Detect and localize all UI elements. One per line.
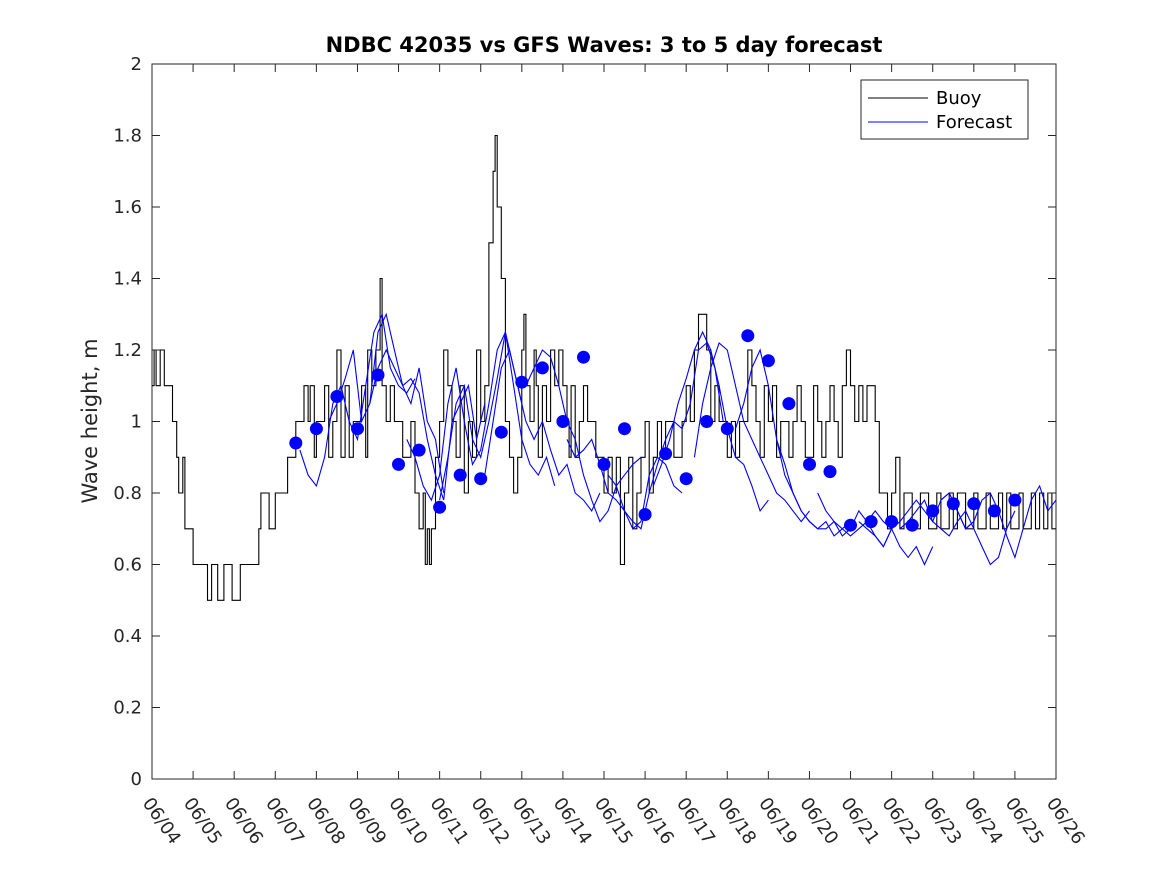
legend-forecast-label: Forecast xyxy=(936,112,1012,133)
legend-box xyxy=(860,79,1029,140)
y-tick-label: 0 xyxy=(131,769,142,790)
forecast-point xyxy=(392,457,405,471)
forecast-point xyxy=(782,397,796,411)
forecast-point xyxy=(864,515,878,529)
forecast-point xyxy=(289,436,303,450)
forecast-point xyxy=(946,497,960,511)
forecast-point xyxy=(844,518,857,532)
forecast-series-line xyxy=(299,312,416,488)
y-tick-label: 0.2 xyxy=(113,698,142,719)
forecast-point xyxy=(741,329,755,343)
y-axis-label: Wave height, m xyxy=(78,338,102,503)
forecast-point xyxy=(597,457,611,471)
forecast-point xyxy=(905,518,919,532)
forecast-point xyxy=(433,500,447,514)
forecast-point xyxy=(720,422,734,436)
forecast-point xyxy=(885,515,899,529)
y-tick-label: 1.4 xyxy=(113,269,142,290)
forecast-point xyxy=(371,368,385,382)
y-axis: 0 0.2 0.4 0.6 0.8 1 1.2 1.4 1.6 1.8 2 xyxy=(113,54,1056,790)
forecast-point xyxy=(659,447,673,461)
forecast-series-line xyxy=(817,492,934,566)
forecast-point xyxy=(761,354,775,368)
forecast-series-line xyxy=(525,349,642,523)
forecast-point xyxy=(515,375,529,389)
forecast-point xyxy=(700,415,714,428)
forecast-series-line xyxy=(693,341,810,523)
forecast-point xyxy=(926,504,940,518)
y-tick-label: 1.2 xyxy=(113,340,142,361)
forecast-point xyxy=(577,350,590,364)
forecast-point xyxy=(679,472,693,486)
y-tick-label: 1.8 xyxy=(113,126,142,147)
forecast-point xyxy=(351,422,364,436)
y-tick-label: 1.6 xyxy=(113,197,142,218)
y-tick-label: 1 xyxy=(131,412,142,433)
chart-title: NDBC 42035 vs GFS Waves: 3 to 5 day fore… xyxy=(326,33,883,57)
forecast-point xyxy=(453,468,467,482)
forecast-point xyxy=(474,472,488,486)
forecast-point xyxy=(618,422,631,436)
forecast-series-line xyxy=(439,332,556,501)
legend: Buoy Forecast xyxy=(860,79,1029,140)
forecast-point xyxy=(330,390,344,403)
forecast-point xyxy=(987,504,1001,518)
buoy-series-line xyxy=(152,134,1056,601)
forecast-point xyxy=(309,422,323,436)
y-tick-label: 0.8 xyxy=(113,483,142,504)
forecast-point xyxy=(967,497,981,511)
forecast-point xyxy=(535,361,549,375)
forecast-point xyxy=(1008,493,1022,507)
forecast-series-line xyxy=(899,498,1016,566)
forecast-series-line xyxy=(328,312,445,494)
forecast-point xyxy=(803,457,816,471)
legend-buoy-label: Buoy xyxy=(936,88,982,109)
forecast-point xyxy=(494,425,508,439)
forecast-point xyxy=(412,443,426,457)
y-tick-label: 0.4 xyxy=(113,626,142,647)
forecast-series-line xyxy=(406,330,523,502)
y-tick-label: 2 xyxy=(131,54,142,75)
plot-area xyxy=(151,63,1057,780)
forecast-point xyxy=(638,508,652,521)
forecast-series-line xyxy=(484,348,601,512)
forecast-series-line xyxy=(652,330,769,513)
axes-box xyxy=(151,63,1057,780)
forecast-point xyxy=(823,465,837,479)
y-tick-label: 0.6 xyxy=(113,555,142,576)
forecast-point xyxy=(556,415,570,428)
forecast-series-line xyxy=(607,341,724,530)
